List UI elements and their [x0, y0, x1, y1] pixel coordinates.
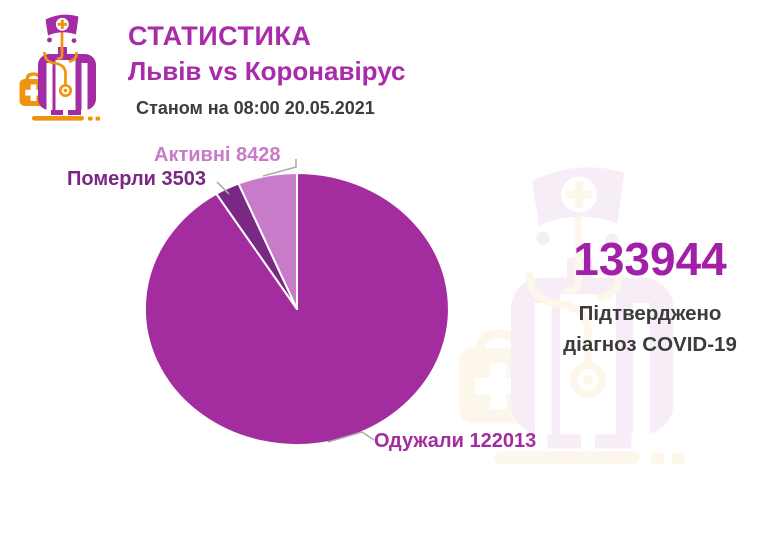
confirmed-total: 133944: [573, 233, 727, 285]
as-of-date: Станом на 08:00 20.05.2021: [136, 98, 375, 118]
page-title: СТАТИСТИКА: [128, 21, 312, 51]
pie-slices: [143, 172, 450, 446]
label-deaths: Померли 3503: [67, 168, 207, 190]
confirmed-caption: Підтверджено діагноз COVID-19: [520, 299, 767, 361]
confirmed-caption-line1: Підтверджено: [578, 302, 722, 325]
confirmed-summary: 133944 Підтверджено діагноз COVID-19: [520, 236, 767, 361]
label-recovered: Одужали 122013: [374, 430, 537, 452]
leader-line-active: [262, 159, 297, 177]
label-active-cases: Активні 8428: [154, 144, 281, 166]
page-subtitle: Львів vs Коронавірус: [128, 56, 406, 86]
leader-line-deaths: [216, 181, 230, 195]
confirmed-caption-line2: діагноз COVID-19: [563, 332, 737, 356]
leader-line-recovered: [327, 431, 375, 443]
